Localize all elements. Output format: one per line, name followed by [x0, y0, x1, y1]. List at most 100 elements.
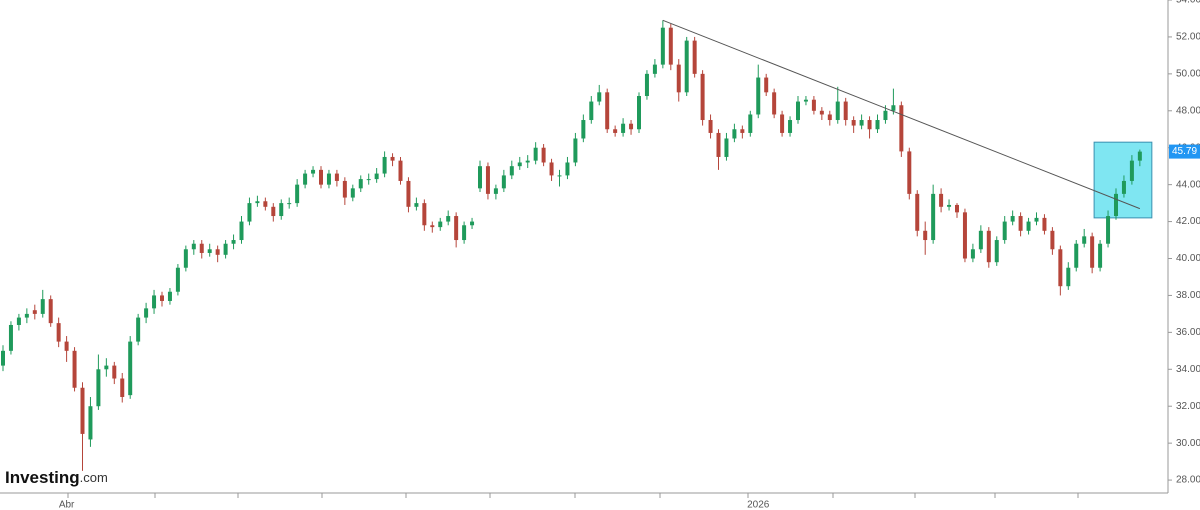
candle-body [605, 92, 610, 130]
candle-body [859, 120, 864, 126]
candle-body [80, 387, 85, 434]
candle-body [915, 193, 920, 231]
candle-body [279, 203, 284, 217]
candle-body [390, 156, 395, 161]
x-tick-label: Abr [59, 500, 75, 510]
candle-body [215, 249, 220, 255]
candle-body [1082, 236, 1087, 244]
candle-body [875, 120, 880, 130]
candle-body [470, 221, 475, 226]
y-tick-label: 40.00 [1176, 253, 1200, 264]
candle-body [907, 151, 912, 194]
candle-body [430, 225, 435, 228]
candle-body [271, 206, 276, 217]
y-tick-label: 42.00 [1176, 216, 1200, 227]
candle-body [835, 101, 840, 121]
candle-body [517, 162, 522, 167]
candle-body [637, 96, 641, 130]
candle-body [40, 299, 45, 314]
candle-body [382, 156, 387, 174]
candle-body [16, 317, 21, 325]
candle-body [1066, 267, 1071, 287]
candle-body [160, 295, 164, 301]
candle-body [48, 299, 53, 324]
candle-body [191, 243, 196, 250]
y-tick-label: 54.00 [1176, 0, 1200, 6]
candle-body [478, 166, 482, 189]
candle-body [72, 350, 77, 388]
candle-body [803, 99, 808, 102]
candle-body [446, 216, 451, 222]
candle-body [1050, 230, 1055, 250]
candle-body [358, 179, 363, 189]
candle-body [1042, 217, 1047, 231]
candle-body [740, 129, 745, 133]
candle-body [454, 216, 459, 241]
candle-body [120, 378, 125, 397]
candle-body [780, 114, 785, 133]
candle-body [247, 203, 252, 222]
candle-body [970, 249, 975, 259]
candle-body [732, 129, 737, 139]
candle-body [756, 77, 761, 115]
candle-body [978, 230, 983, 250]
candle-body [724, 138, 729, 157]
candle-body [112, 365, 117, 379]
candle-body [1129, 160, 1134, 181]
candle-body [986, 230, 991, 263]
candle-body [136, 317, 141, 342]
candle-body [947, 204, 952, 207]
candle-body [319, 169, 323, 185]
candle-body [684, 40, 689, 93]
y-tick-label: 30.00 [1176, 438, 1200, 449]
candle-body [406, 180, 411, 207]
candle-body [485, 166, 490, 194]
candle-body [326, 173, 331, 185]
candle-body [1026, 221, 1031, 231]
candle-body [716, 132, 721, 157]
candle-body [891, 105, 896, 111]
candle-body [152, 295, 157, 309]
candle-body [231, 240, 236, 244]
candle-body [1058, 249, 1063, 287]
candle-body [660, 27, 665, 65]
candle-body [422, 203, 427, 226]
candle-body [303, 173, 308, 185]
candle-body [414, 203, 419, 207]
candle-body [96, 369, 101, 407]
candle-body [462, 225, 467, 241]
candle-body [541, 147, 546, 163]
candle-body [764, 77, 769, 93]
candle-body [644, 73, 649, 97]
x-tick-label: 2026 [747, 500, 770, 510]
y-tick-label: 44.00 [1176, 179, 1200, 190]
trendline [662, 19, 1141, 210]
candle-body [811, 99, 816, 111]
candle-body [573, 138, 578, 163]
candle-body [1106, 216, 1111, 244]
candle-body [1074, 243, 1079, 268]
candle-body [955, 204, 959, 213]
candle-body [1121, 180, 1126, 194]
candle-body [8, 324, 13, 351]
candle-body [1018, 216, 1023, 231]
candle-body [652, 64, 657, 74]
candle-body [597, 92, 602, 102]
candle-body [962, 212, 967, 259]
candle-body [311, 169, 316, 174]
candle-body [295, 184, 300, 204]
candle-body [796, 101, 800, 121]
candle-body [128, 341, 133, 396]
candle-body [533, 147, 538, 161]
candle-body [931, 193, 936, 241]
candle-body [366, 179, 371, 181]
last-price-label: 45.79 [1172, 146, 1197, 157]
candle-body [589, 101, 594, 121]
candle-body [1034, 217, 1039, 222]
y-tick-label: 48.00 [1176, 105, 1200, 116]
candle-body [56, 323, 61, 342]
candle-body [708, 120, 713, 133]
month-ticks [67, 493, 1079, 498]
candle-body [772, 92, 777, 115]
